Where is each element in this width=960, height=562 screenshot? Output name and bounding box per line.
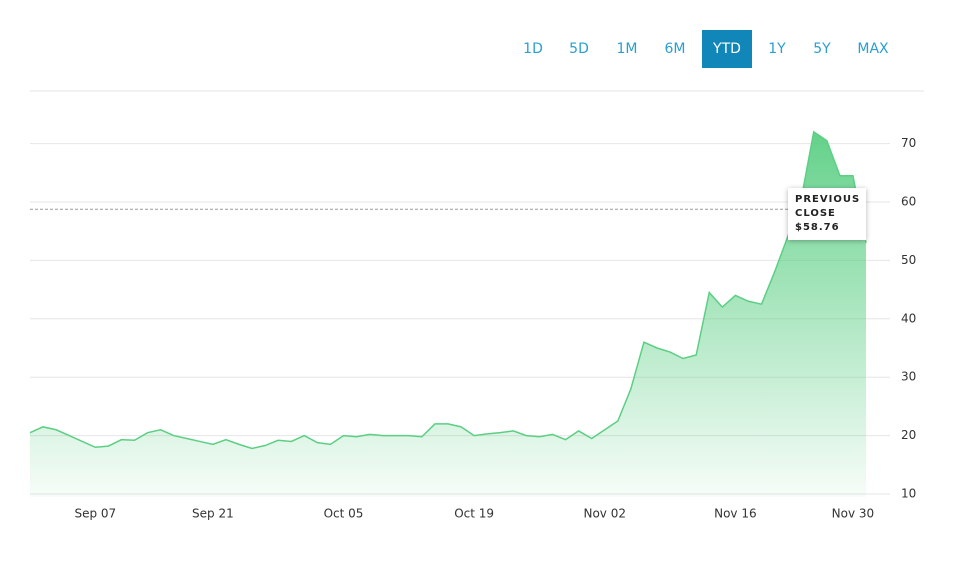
range-button[interactable]: 1M [616, 41, 638, 57]
x-tick-label: Nov 02 [583, 507, 626, 521]
previous-close-value: $58.76 [795, 222, 840, 233]
y-tick-label: 50 [901, 253, 916, 267]
range-button[interactable]: 1Y [768, 41, 786, 57]
range-button[interactable]: 6M [664, 41, 686, 57]
y-tick-label: 40 [901, 311, 916, 325]
range-button[interactable]: MAX [857, 41, 889, 57]
x-tick-label: Nov 30 [832, 507, 875, 521]
x-tick-label: Sep 07 [74, 507, 116, 521]
y-tick-label: 70 [901, 136, 916, 150]
area-line [29, 130, 867, 450]
x-tick-label: Nov 16 [714, 507, 757, 521]
range-button[interactable]: 1D [523, 41, 543, 57]
y-tick-label: 10 [901, 487, 916, 501]
area-fill [30, 131, 866, 497]
x-tick-label: Oct 05 [324, 507, 364, 521]
previous-close-label: PREVIOUS CLOSE [795, 194, 861, 219]
y-tick-label: 20 [901, 428, 916, 442]
range-button[interactable]: 5D [569, 41, 589, 57]
y-tick-label: 60 [901, 194, 916, 208]
y-tick-label: 30 [901, 370, 916, 384]
range-button[interactable]: YTD [702, 30, 752, 68]
x-tick-label: Sep 21 [192, 507, 234, 521]
range-button[interactable]: 5Y [813, 41, 831, 57]
previous-close-box: PREVIOUS CLOSE $58.76 [788, 188, 866, 240]
x-tick-label: Oct 19 [454, 507, 494, 521]
